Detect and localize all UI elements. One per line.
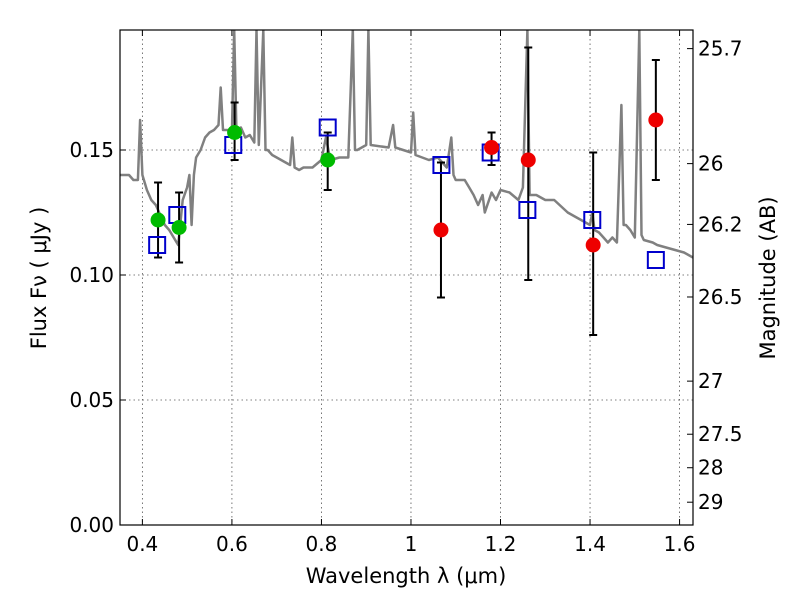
mag-tick-label: 28 [698,456,723,480]
y-tick-label: 0.05 [69,388,114,412]
mag-tick-label: 25.7 [698,37,743,61]
observed-red-point [520,152,536,168]
mag-tick-label: 26 [698,152,723,176]
observed-red-point [433,222,449,238]
x-tick-label: 0.4 [126,532,158,556]
x-tick-label: 1.4 [574,532,606,556]
observed-green-point [320,152,336,168]
mag-tick-label: 27 [698,369,723,393]
observed-green-point [171,220,187,235]
model-photometry-square [518,201,537,219]
model-photometry-square [318,118,337,137]
model-photometry-square [583,211,602,229]
observed-green-point [227,125,243,140]
mag-tick-label: 26.5 [698,285,743,309]
x-tick-label: 1.6 [664,532,696,556]
x-tick-label: 1 [405,532,418,556]
x-tick-label: 0.6 [216,532,248,556]
y-tick-label: 0.10 [69,263,114,287]
model-spectrum-layer [120,30,693,259]
x-axis-label: Wavelength λ (μm) [306,564,507,588]
x-tick-label: 1.2 [485,532,517,556]
model-photometry-square [646,251,665,269]
y-tick-label: 0.00 [69,513,114,537]
observed-red-point [648,112,664,128]
axis-ticks: 0.4 0.6 0.8 1 1.2 1.4 1.6 0.00 0.05 0.10 0.15 25.7 2… [69,30,743,556]
observed-red-point [585,237,601,253]
model-spectrum-line [120,30,693,259]
grid-lines [120,30,693,525]
mag-tick-label: 27.5 [698,422,743,446]
y-tick-label: 0.15 [69,138,114,162]
model-photometry-square [432,156,451,174]
y-right-axis-label: Magnitude (AB) [756,196,780,359]
y-axis-label: Flux Fν ( μJy ) [27,207,51,350]
observed-green-point [150,212,166,228]
plot-frame [119,29,694,526]
mag-tick-label: 26.2 [698,212,743,236]
model-photometry-square [148,236,167,254]
points-layer [148,112,665,269]
observed-red-point [484,140,500,155]
mag-tick-label: 29 [698,490,723,514]
x-tick-label: 0.8 [306,532,338,556]
